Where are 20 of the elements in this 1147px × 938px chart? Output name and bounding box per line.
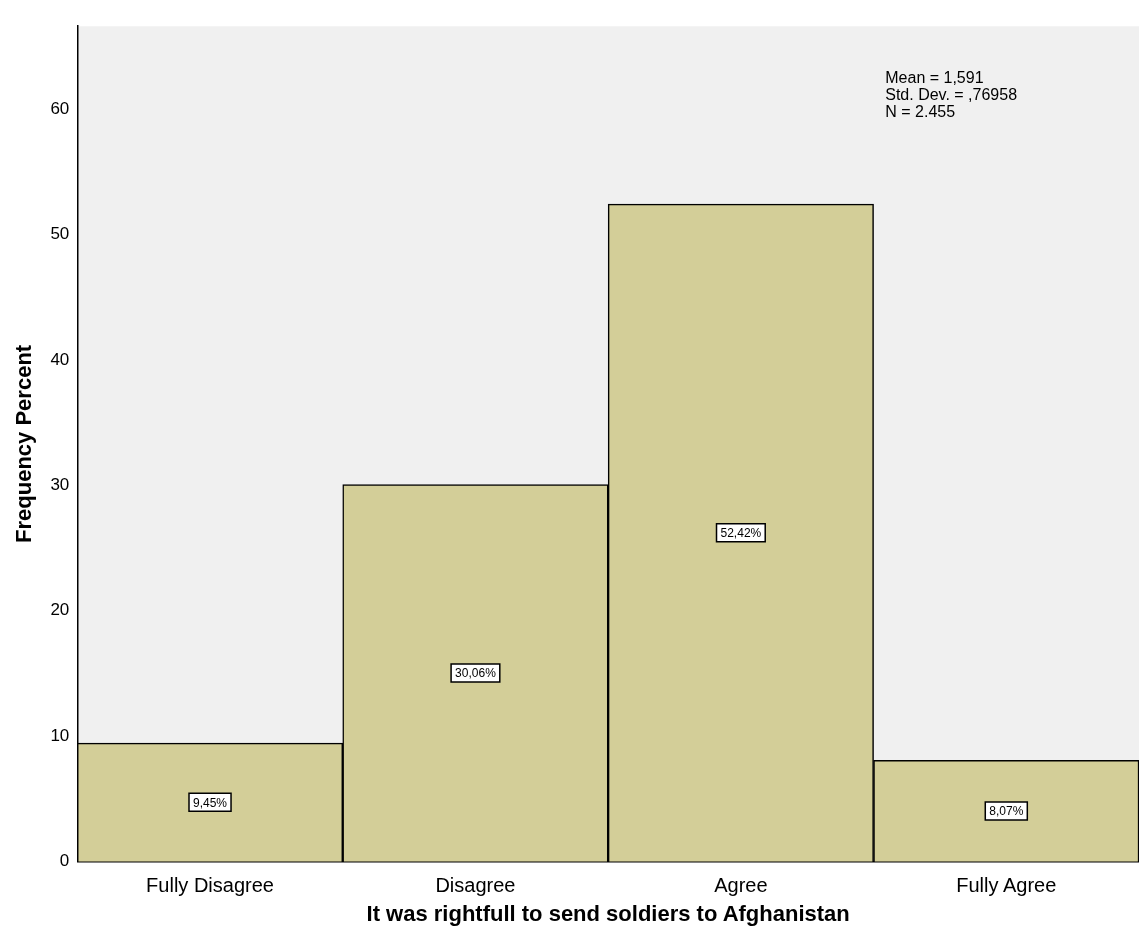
annotation: Mean = 1,591: [885, 68, 984, 86]
y-tick-label: 60: [50, 98, 70, 118]
x-tick-label: Agree: [714, 874, 768, 897]
y-axis-title: Frequency Percent: [11, 344, 37, 543]
data-label: 8,07%: [989, 804, 1024, 819]
annotation: N = 2.455: [885, 102, 956, 120]
data-label: 30,06%: [455, 666, 497, 681]
x-tick-label: Disagree: [435, 874, 516, 897]
data-label: 9,45%: [193, 795, 228, 810]
y-tick-label: 20: [50, 600, 70, 620]
data-label: 52,42%: [720, 526, 762, 541]
x-tick-label: Fully Agree: [956, 874, 1057, 897]
x-tick-label: Fully Disagree: [146, 874, 274, 897]
y-tick-label: 50: [50, 224, 70, 244]
y-tick-label: 0: [59, 851, 70, 871]
y-tick-label: 30: [50, 474, 70, 494]
annotation: Std. Dev. = ,76958: [885, 85, 1018, 103]
y-tick-label: 10: [50, 725, 70, 745]
y-tick-label: 40: [50, 349, 70, 369]
x-axis-title: It was rightfull to send soldiers to Afghanistan: [366, 900, 850, 926]
